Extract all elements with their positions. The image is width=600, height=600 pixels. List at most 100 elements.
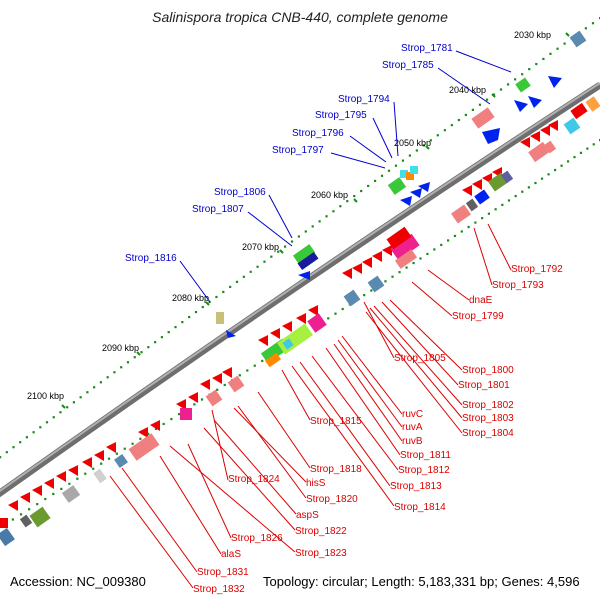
reverse-gene-label[interactable]: ruvA	[402, 422, 423, 433]
reverse-gene-label[interactable]: Strop_1826	[231, 533, 283, 544]
reverse-gene-label[interactable]: Strop_1831	[197, 567, 249, 578]
forward-gene-label[interactable]: Strop_1807	[192, 204, 244, 215]
gene-arrow[interactable]	[200, 379, 210, 390]
gene-block[interactable]	[386, 226, 412, 250]
gene-arrow[interactable]	[20, 492, 30, 503]
gene-block[interactable]	[61, 485, 81, 503]
forward-gene-label[interactable]: Strop_1785	[382, 60, 434, 71]
gene-arrow[interactable]	[150, 420, 160, 431]
gene-arrow[interactable]	[362, 257, 372, 268]
reverse-gene-label[interactable]: Strop_1792	[511, 264, 563, 275]
gene-arrow[interactable]	[8, 500, 18, 511]
gene-block[interactable]	[292, 244, 316, 264]
reverse-gene-label[interactable]: alaS	[221, 549, 241, 560]
forward-gene-label[interactable]: Strop_1795	[315, 110, 367, 121]
gene-arrow[interactable]	[472, 179, 482, 190]
gene-arrow[interactable]	[94, 450, 104, 461]
reverse-gene-label[interactable]: Strop_1805	[394, 353, 446, 364]
gene-block[interactable]	[474, 189, 490, 205]
reverse-gene-label[interactable]: Strop_1804	[462, 428, 514, 439]
reverse-gene-label[interactable]: Strop_1813	[390, 481, 442, 492]
gene-block[interactable]	[180, 408, 192, 420]
gene-block[interactable]	[465, 198, 479, 212]
forward-gene-label[interactable]: Strop_1796	[292, 128, 344, 139]
reverse-gene-label[interactable]: aspS	[296, 510, 319, 521]
gene-arrow[interactable]	[418, 182, 430, 192]
gene-arrow[interactable]	[106, 442, 116, 453]
gene-arrow[interactable]	[68, 465, 78, 476]
gene-block[interactable]	[563, 117, 581, 135]
gene-block[interactable]	[528, 141, 550, 163]
reverse-gene-label[interactable]: Strop_1801	[458, 380, 510, 391]
gene-block[interactable]	[297, 251, 319, 271]
reverse-gene-label[interactable]: Strop_1832	[193, 584, 245, 595]
gene-block[interactable]	[500, 170, 514, 184]
gene-arrow[interactable]	[410, 188, 422, 198]
reverse-gene-label[interactable]: Strop_1802	[462, 400, 514, 411]
gene-block[interactable]	[128, 433, 160, 461]
forward-gene-label[interactable]: Strop_1806	[214, 187, 266, 198]
gene-arrow[interactable]	[342, 268, 352, 279]
reverse-gene-label[interactable]: ruvB	[402, 436, 423, 447]
reverse-gene-label[interactable]: dnaE	[469, 295, 493, 306]
gene-block[interactable]	[0, 527, 15, 547]
gene-block[interactable]	[543, 140, 557, 154]
gene-arrow[interactable]	[226, 330, 236, 338]
reverse-gene-label[interactable]: Strop_1824	[228, 474, 280, 485]
reverse-gene-label[interactable]: Strop_1820	[306, 494, 358, 505]
gene-arrow[interactable]	[514, 100, 528, 112]
gene-block[interactable]	[471, 107, 495, 129]
gene-arrow[interactable]	[400, 196, 412, 206]
reverse-gene-label[interactable]: Strop_1812	[398, 465, 450, 476]
gene-arrow[interactable]	[482, 128, 500, 144]
gene-arrow[interactable]	[282, 321, 292, 332]
gene-block[interactable]	[410, 166, 418, 174]
forward-gene-label[interactable]: Strop_1797	[272, 145, 324, 156]
gene-block[interactable]	[406, 172, 414, 180]
gene-block[interactable]	[307, 313, 327, 333]
gene-arrow[interactable]	[530, 131, 540, 142]
gene-arrow[interactable]	[138, 427, 148, 438]
gene-arrow[interactable]	[462, 185, 472, 196]
gene-block[interactable]	[394, 249, 418, 269]
reverse-gene-label[interactable]: Strop_1823	[295, 548, 347, 559]
gene-arrow[interactable]	[520, 137, 530, 148]
gene-arrow[interactable]	[548, 76, 562, 88]
gene-arrow[interactable]	[32, 485, 42, 496]
gene-arrow[interactable]	[270, 328, 280, 339]
gene-arrow[interactable]	[176, 399, 186, 410]
forward-gene-label[interactable]: Strop_1781	[401, 43, 453, 54]
gene-block[interactable]	[367, 275, 385, 293]
gene-block[interactable]	[451, 204, 471, 224]
reverse-gene-label[interactable]: hisS	[306, 478, 326, 489]
gene-block[interactable]	[569, 30, 587, 48]
gene-block[interactable]	[570, 102, 588, 120]
gene-block[interactable]	[216, 312, 224, 324]
gene-block[interactable]	[343, 289, 361, 307]
gene-block[interactable]	[19, 514, 33, 528]
reverse-gene-label[interactable]: Strop_1799	[452, 311, 504, 322]
gene-block[interactable]	[515, 77, 531, 93]
gene-arrow[interactable]	[352, 263, 362, 274]
gene-block[interactable]	[264, 352, 282, 368]
reverse-gene-label[interactable]: Strop_1800	[462, 365, 514, 376]
gene-arrow[interactable]	[44, 478, 54, 489]
forward-gene-label[interactable]: Strop_1816	[125, 253, 177, 264]
gene-block[interactable]	[227, 375, 245, 393]
gene-arrow[interactable]	[188, 392, 198, 403]
gene-arrow[interactable]	[548, 120, 558, 131]
gene-arrow[interactable]	[82, 457, 92, 468]
reverse-gene-label[interactable]: Strop_1793	[492, 280, 544, 291]
gene-arrow[interactable]	[258, 335, 268, 346]
gene-block[interactable]	[205, 389, 223, 407]
gene-arrow[interactable]	[528, 96, 542, 108]
gene-arrow[interactable]	[222, 367, 232, 378]
reverse-gene-label[interactable]: Strop_1822	[295, 526, 347, 537]
reverse-gene-label[interactable]: Strop_1814	[394, 502, 446, 513]
reverse-gene-label[interactable]: Strop_1811	[400, 450, 451, 461]
gene-arrow[interactable]	[296, 313, 306, 324]
reverse-gene-label[interactable]: Strop_1818	[310, 464, 362, 475]
gene-arrow[interactable]	[540, 125, 550, 136]
gene-block[interactable]	[93, 468, 107, 484]
reverse-gene-label[interactable]: Strop_1803	[462, 413, 514, 424]
